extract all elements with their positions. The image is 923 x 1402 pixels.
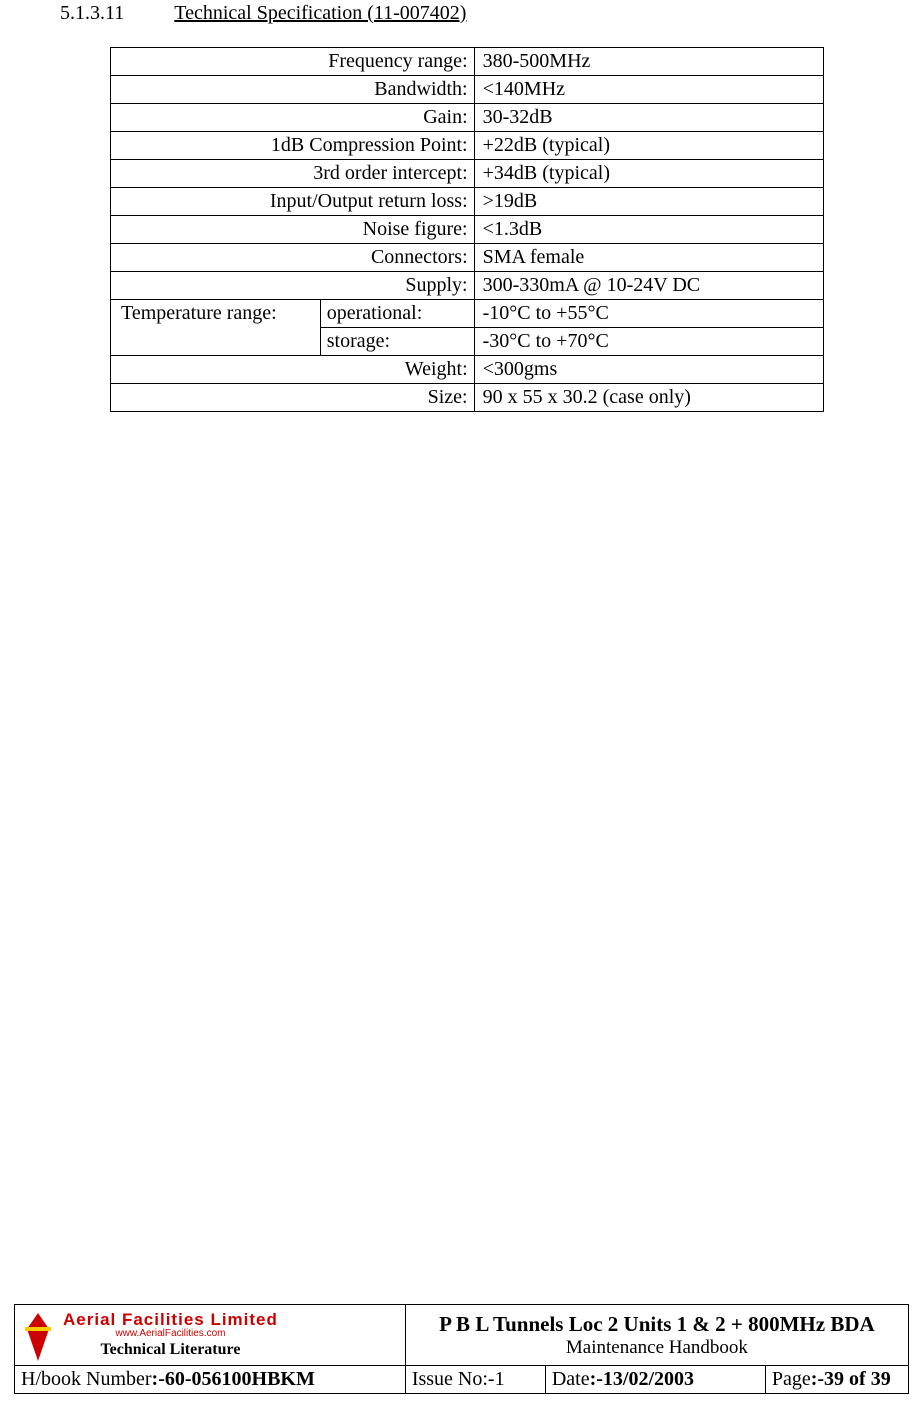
spec-label: Size: [111,384,475,412]
date-label: Date [552,1368,590,1390]
page-footer: Aerial Facilities Limited www.AerialFaci… [14,1304,909,1394]
spec-label: Connectors: [111,244,475,272]
spec-value: <140MHz [474,76,823,104]
table-row: Weight:<300gms [111,356,824,384]
spec-value: +22dB (typical) [474,132,823,160]
page-cell: Page:-39 of 39 [765,1366,908,1394]
temp-operational-value: -10°C to +55°C [474,300,823,328]
table-row: Frequency range:380-500MHz [111,48,824,76]
spec-value: 30-32dB [474,104,823,132]
date-value: :-13/02/2003 [590,1368,694,1390]
spec-table: Frequency range:380-500MHzBandwidth:<140… [110,47,824,412]
spec-value: 380-500MHz [474,48,823,76]
section-number: 5.1.3.11 [60,2,124,25]
spec-label: 1dB Compression Point: [111,132,475,160]
hbook-cell: H/book Number:-60-056100HBKM [15,1366,406,1394]
logo-url: www.AerialFacilities.com [63,1329,278,1340]
table-row: Supply:300-330mA @ 10-24V DC [111,272,824,300]
table-row: Connectors:SMA female [111,244,824,272]
logo-company: Aerial Facilities Limited [63,1311,278,1329]
doc-subtitle: Maintenance Handbook [412,1337,902,1359]
footer-logo-cell: Aerial Facilities Limited www.AerialFaci… [15,1305,406,1366]
table-row: Noise figure:<1.3dB [111,216,824,244]
issue-value: 1 [495,1368,505,1390]
section-title: Technical Specification (11-007402) [174,2,466,24]
spec-label: Weight: [111,356,475,384]
spec-value: >19dB [474,188,823,216]
spec-value: SMA female [474,244,823,272]
spec-value: +34dB (typical) [474,160,823,188]
spec-label: Noise figure: [111,216,475,244]
table-row: 1dB Compression Point:+22dB (typical) [111,132,824,160]
spec-label: 3rd order intercept: [111,160,475,188]
table-row: Input/Output return loss:>19dB [111,188,824,216]
hbook-label: H/book Number [21,1368,152,1390]
section-heading: 5.1.3.11 Technical Specification (11-0074… [60,2,863,25]
antenna-icon [21,1309,55,1361]
table-row: Bandwidth:<140MHz [111,76,824,104]
spec-label: Frequency range: [111,48,475,76]
table-row: 3rd order intercept:+34dB (typical) [111,160,824,188]
temp-storage-label: storage: [320,328,474,356]
temp-storage-value: -30°C to +70°C [474,328,823,356]
hbook-value: :-60-056100HBKM [152,1368,315,1390]
spec-value: <300gms [474,356,823,384]
spec-label: Input/Output return loss: [111,188,475,216]
page-body: 5.1.3.11 Technical Specification (11-0074… [0,2,923,412]
spec-value: <1.3dB [474,216,823,244]
page-label: Page [772,1368,811,1390]
spec-value: 300-330mA @ 10-24V DC [474,272,823,300]
issue-label: Issue No:- [412,1368,495,1390]
spec-label: Bandwidth: [111,76,475,104]
spec-value: 90 x 55 x 30.2 (case only) [474,384,823,412]
page-value: :-39 of 39 [811,1368,891,1390]
temp-range-label: Temperature range: [111,300,321,356]
issue-cell: Issue No:-1 [405,1366,545,1394]
table-row: Temperature range:operational:-10°C to +… [111,300,824,328]
doc-title: P B L Tunnels Loc 2 Units 1 & 2 + 800MHz… [412,1312,902,1337]
temp-operational-label: operational: [320,300,474,328]
spec-label: Gain: [111,104,475,132]
date-cell: Date:-13/02/2003 [545,1366,765,1394]
table-row: Size:90 x 55 x 30.2 (case only) [111,384,824,412]
logo-dept: Technical Literature [63,1342,278,1359]
table-row: Gain:30-32dB [111,104,824,132]
footer-title-cell: P B L Tunnels Loc 2 Units 1 & 2 + 800MHz… [405,1305,908,1366]
spec-label: Supply: [111,272,475,300]
footer-logo-text: Aerial Facilities Limited www.AerialFaci… [63,1311,278,1358]
